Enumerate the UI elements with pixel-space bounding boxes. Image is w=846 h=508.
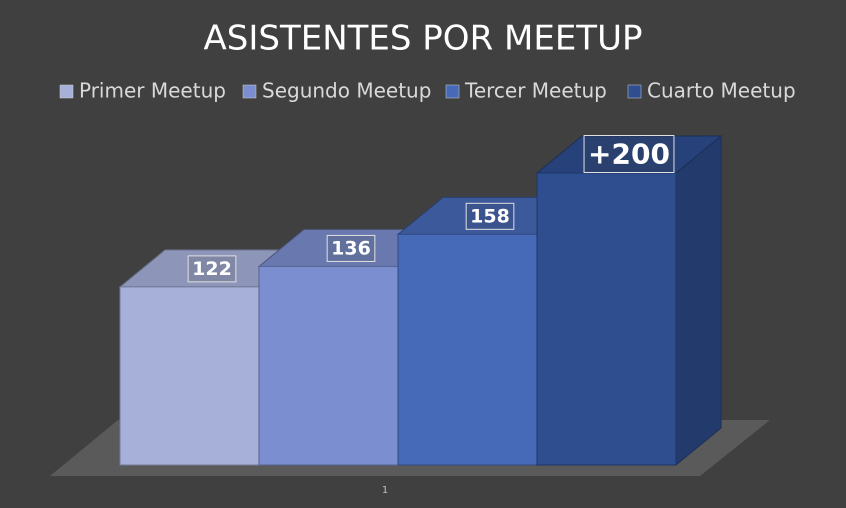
legend-label: Segundo Meetup bbox=[262, 79, 431, 103]
bar bbox=[258, 265, 399, 466]
data-label-box bbox=[187, 255, 237, 283]
legend-swatch bbox=[242, 84, 257, 99]
legend-label: Primer Meetup bbox=[79, 79, 226, 103]
bar bbox=[536, 172, 677, 466]
data-label-box bbox=[583, 135, 675, 173]
legend-label: Cuarto Meetup bbox=[647, 79, 796, 103]
data-label: 158 bbox=[470, 205, 510, 227]
legend-swatch bbox=[445, 84, 460, 99]
chart-title: ASISTENTES POR MEETUP bbox=[204, 19, 643, 59]
bar-side bbox=[675, 134, 722, 467]
data-label-box bbox=[326, 234, 376, 262]
bar bbox=[119, 286, 260, 466]
legend-swatch bbox=[627, 84, 642, 99]
x-tick-label: 1 bbox=[382, 485, 388, 496]
legend-swatch bbox=[59, 84, 74, 99]
bar bbox=[397, 233, 538, 466]
legend-label: Tercer Meetup bbox=[464, 79, 607, 103]
data-label: 136 bbox=[331, 237, 371, 259]
data-label: +200 bbox=[588, 138, 670, 171]
data-label: 122 bbox=[192, 258, 232, 280]
data-label-box bbox=[465, 202, 515, 230]
